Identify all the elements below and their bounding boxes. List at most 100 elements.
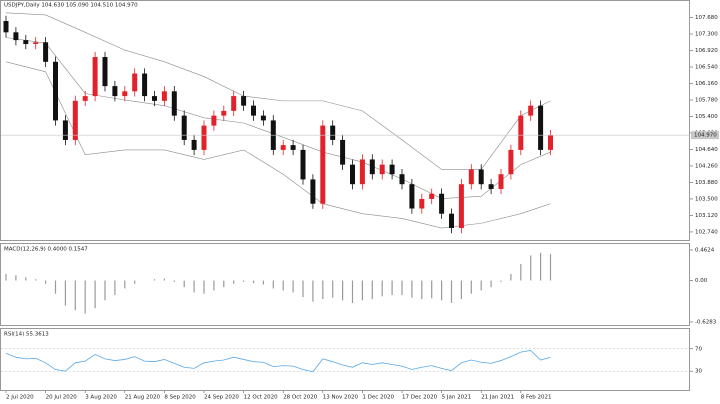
- candle-body: [201, 125, 207, 150]
- candle-body: [132, 73, 138, 92]
- y-tick-label: 105.400: [695, 114, 718, 120]
- candle-body: [152, 96, 157, 101]
- x-tick-label: 24 Sep 2020: [204, 395, 239, 401]
- candle-body: [518, 115, 524, 150]
- candle-body: [488, 184, 494, 189]
- candle-body: [231, 96, 237, 111]
- candle-body: [310, 179, 316, 204]
- candle-body: [419, 198, 425, 209]
- candle-body: [379, 164, 385, 175]
- candle-body: [241, 96, 247, 106]
- candle-body: [449, 213, 454, 229]
- candle-body: [290, 145, 296, 150]
- last-price-label: 104.970: [694, 133, 717, 139]
- candle-body: [340, 139, 346, 165]
- x-tick-label: 8 Sep 2020: [164, 395, 196, 401]
- y-tick-label: 102.740: [695, 229, 718, 235]
- macd-panel: [0, 243, 690, 326]
- candle-body: [548, 135, 553, 150]
- x-tick-label: 17 Dec 2020: [402, 395, 438, 401]
- candle-body: [171, 91, 177, 116]
- candle-body: [33, 42, 39, 45]
- band-lower: [5, 61, 551, 229]
- y-tick-label: 104.260: [695, 163, 718, 169]
- x-tick-label: 12 Oct 2020: [244, 395, 279, 401]
- macd-title: MACD(12,26,9) 0.4000 0.1547: [4, 247, 88, 253]
- candle-body: [43, 42, 49, 62]
- x-tick-label: 21 Aug 2020: [125, 395, 161, 401]
- candle-body: [3, 21, 9, 33]
- candle-body: [439, 193, 445, 214]
- x-tick-label: 8 Feb 2021: [521, 395, 552, 401]
- rsi-title: RSI(14) 55.3613: [4, 332, 49, 338]
- candle-body: [211, 115, 217, 126]
- candle-body: [142, 73, 148, 97]
- candle-body: [350, 164, 355, 185]
- rsi-line: [5, 350, 551, 373]
- candle-body: [429, 193, 435, 199]
- candle-body: [320, 125, 326, 204]
- candle-body: [478, 169, 484, 185]
- candle-body: [221, 110, 227, 116]
- y-tick-label: 107.300: [695, 32, 718, 38]
- y-tick-label: 107.680: [695, 15, 718, 21]
- x-tick-label: 13 Nov 2020: [323, 395, 359, 401]
- x-tick-label: 1 Dec 2020: [362, 395, 394, 401]
- y-tick-label: 70: [695, 346, 702, 352]
- candle-body: [330, 125, 336, 140]
- candle-body: [82, 96, 88, 101]
- y-tick-label: 103.120: [695, 213, 718, 219]
- candle-body: [468, 169, 474, 185]
- candle-body: [458, 184, 464, 229]
- last-price-box: [691, 131, 719, 140]
- y-tick-label: 106.160: [695, 81, 718, 87]
- candle-body: [23, 40, 29, 45]
- y-tick-label: 30: [695, 369, 702, 375]
- candle-body: [161, 91, 167, 101]
- y-tick-label: 104.640: [695, 147, 718, 153]
- x-tick-label: 5 Jan 2021: [442, 395, 471, 401]
- candle-body: [112, 86, 118, 97]
- x-tick-label: 21 Jan 2021: [481, 395, 514, 401]
- y-tick-label: 106.920: [695, 48, 718, 54]
- candle-body: [528, 105, 534, 116]
- candle-body: [508, 149, 514, 175]
- x-tick-label: 3 Aug 2020: [85, 395, 117, 401]
- candle-body: [92, 57, 98, 97]
- candle-body: [399, 174, 405, 185]
- band-middle: [5, 37, 551, 199]
- y-tick-label: 106.540: [695, 65, 718, 71]
- y-tick-label: 0.00: [695, 278, 708, 284]
- candle-body: [300, 149, 306, 180]
- candle-body: [181, 115, 187, 140]
- candle-body: [122, 91, 128, 97]
- y-tick-label: 0.4624: [695, 248, 715, 254]
- candle-body: [191, 139, 197, 150]
- candle-body: [498, 174, 504, 189]
- candle-body: [409, 184, 415, 209]
- x-tick-label: 2 Jul 2020: [6, 395, 34, 401]
- candle-body: [538, 105, 544, 150]
- x-tick-label: 28 Oct 2020: [283, 395, 318, 401]
- band-upper: [5, 12, 551, 170]
- rsi-panel: [0, 328, 690, 391]
- candle-body: [389, 164, 395, 175]
- x-tick-label: 20 Jul 2020: [46, 395, 78, 401]
- y-tick-label: 103.880: [695, 180, 718, 186]
- candle-body: [369, 159, 375, 175]
- candle-body: [13, 32, 19, 41]
- candle-body: [251, 105, 256, 116]
- y-tick-label: -0.6283: [695, 320, 717, 326]
- candle-body: [72, 100, 78, 140]
- y-tick-label: 103.500: [695, 196, 718, 202]
- candle-body: [62, 120, 68, 140]
- price-panel: [0, 0, 690, 241]
- candle-body: [359, 159, 365, 185]
- candle-body: [53, 61, 58, 121]
- price-title: USDJPY,Daily 104.630 105.090 104.510 104…: [4, 3, 138, 9]
- candle-body: [102, 57, 108, 87]
- candle-body: [260, 115, 266, 121]
- y-tick-label: 105.780: [695, 98, 718, 104]
- candle-body: [280, 145, 286, 150]
